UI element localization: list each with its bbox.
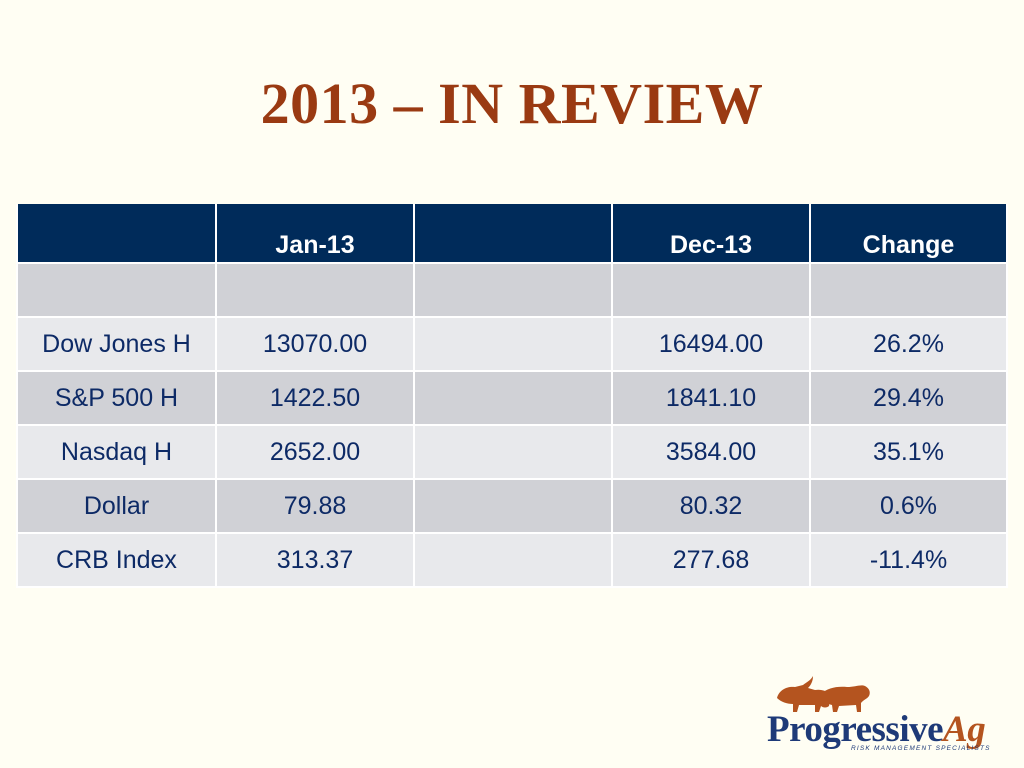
dec-value: 80.32: [611, 478, 811, 534]
table-cell: [809, 262, 1008, 318]
change-value: 0.6%: [809, 478, 1008, 534]
header-jan: Jan-13: [215, 204, 415, 264]
table-cell: [611, 262, 811, 318]
change-value: 35.1%: [809, 424, 1008, 480]
review-table: Jan-13 Dec-13 Change Dow Jones H 13070.0…: [16, 204, 1008, 588]
blank-cell: [413, 424, 613, 480]
table-cell: [215, 262, 415, 318]
bull-and-bear-icon: [777, 676, 870, 712]
table-row: CRB Index 313.37 277.68 -11.4%: [16, 532, 1008, 588]
logo-tagline: RISK MANAGEMENT SPECIALISTS: [851, 745, 991, 752]
progressive-ag-logo: ProgressiveAg RISK MANAGEMENT SPECIALIST…: [765, 672, 1015, 756]
table-header-row: Jan-13 Dec-13 Change: [16, 204, 1008, 264]
row-label: Dollar: [16, 478, 217, 534]
jan-value: 313.37: [215, 532, 415, 588]
row-label: CRB Index: [16, 532, 217, 588]
logo-word-accent: Ag: [943, 709, 986, 750]
table-row: Nasdaq H 2652.00 3584.00 35.1%: [16, 424, 1008, 480]
table-row: S&P 500 H 1422.50 1841.10 29.4%: [16, 370, 1008, 426]
table-spacer-row: [16, 262, 1008, 318]
header-dec: Dec-13: [611, 204, 811, 264]
dec-value: 277.68: [611, 532, 811, 588]
header-blank: [413, 204, 613, 264]
dec-value: 16494.00: [611, 316, 811, 372]
table-row: Dollar 79.88 80.32 0.6%: [16, 478, 1008, 534]
row-label: S&P 500 H: [16, 370, 217, 426]
header-change: Change: [809, 204, 1008, 264]
table-row: Dow Jones H 13070.00 16494.00 26.2%: [16, 316, 1008, 372]
change-value: 29.4%: [809, 370, 1008, 426]
slide-title: 2013 – IN REVIEW: [260, 71, 764, 136]
change-value: -11.4%: [809, 532, 1008, 588]
table-cell: [16, 262, 217, 318]
blank-cell: [413, 478, 613, 534]
header-label: [16, 204, 217, 264]
dec-value: 1841.10: [611, 370, 811, 426]
blank-cell: [413, 370, 613, 426]
blank-cell: [413, 532, 613, 588]
jan-value: 2652.00: [215, 424, 415, 480]
jan-value: 1422.50: [215, 370, 415, 426]
logo-wordmark: ProgressiveAg: [767, 708, 986, 751]
table-cell: [413, 262, 613, 318]
change-value: 26.2%: [809, 316, 1008, 372]
jan-value: 13070.00: [215, 316, 415, 372]
blank-cell: [413, 316, 613, 372]
row-label: Dow Jones H: [16, 316, 217, 372]
dec-value: 3584.00: [611, 424, 811, 480]
row-label: Nasdaq H: [16, 424, 217, 480]
logo-word-main: Progressive: [767, 709, 944, 750]
jan-value: 79.88: [215, 478, 415, 534]
